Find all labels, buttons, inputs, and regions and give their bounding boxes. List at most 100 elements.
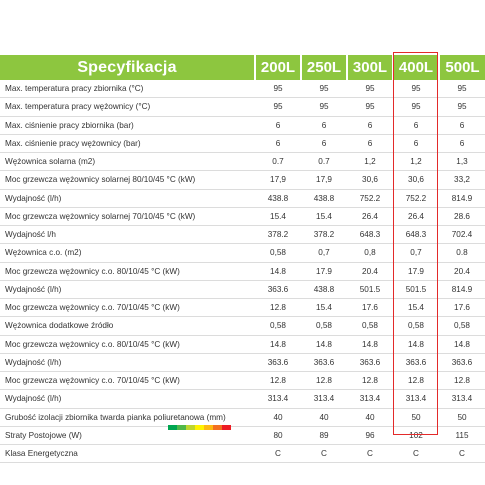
cell-value: 12.8: [439, 371, 485, 391]
cell-value: 313.4: [255, 389, 301, 409]
cell-value: 80: [255, 426, 301, 446]
cell-value: 17.9: [393, 262, 439, 281]
cell-value: 0,58: [255, 316, 301, 336]
cell-value: 14.8: [439, 335, 485, 354]
cell-value: 14.8: [301, 335, 347, 354]
cell-value: C: [393, 444, 439, 464]
row-label: Max. ciśnienie pracy wężownicy (bar): [0, 134, 255, 154]
row-label: Wężownica solarna (m2): [0, 152, 255, 172]
cell-value: 95: [439, 97, 485, 117]
row-label: Moc grzewcza wężownicy c.o. 70/10/45 °C …: [0, 298, 255, 318]
cell-value: 30,6: [393, 170, 439, 190]
cell-value: 40: [301, 408, 347, 427]
cell-value: 12.8: [347, 371, 393, 391]
table-row: Max. temperatura pracy wężownicy (°C) 95 9…: [0, 97, 485, 117]
cell-value: 0,58: [347, 316, 393, 336]
table-header-row: Specyfikacja 200L 250L 300L 400L 500L: [0, 55, 485, 80]
cell-value: 313.4: [301, 389, 347, 409]
cell-value: 1,3: [439, 152, 485, 172]
energy-class-swatch: [195, 425, 204, 430]
cell-value: 20.4: [439, 262, 485, 281]
cell-value: 648.3: [347, 225, 393, 245]
table-row: Straty Postojowe (W) 80 89 96 102 115: [0, 426, 485, 446]
cell-value: 17.6: [347, 298, 393, 318]
cell-value: 95: [439, 80, 485, 99]
cell-value: 752.2: [347, 189, 393, 208]
cell-value: 14.8: [255, 262, 301, 281]
table-row: Wydajność l/h 378.2 378.2 648.3 648.3 702.4: [0, 225, 485, 245]
cell-value: 15.4: [301, 207, 347, 227]
cell-value: 814.9: [439, 189, 485, 208]
cell-value: 15.4: [393, 298, 439, 318]
cell-value: 50: [439, 408, 485, 427]
table-row: Moc grzewcza wężownicy c.o. 70/10/45 °C …: [0, 371, 485, 391]
row-label: Grubość izolacji zbiornika twarda pianka…: [0, 408, 255, 427]
cell-value: 378.2: [301, 225, 347, 245]
energy-class-swatch: [177, 425, 186, 430]
row-label: Wężownica c.o. (m2): [0, 243, 255, 263]
cell-value: 363.6: [393, 353, 439, 373]
cell-value: 313.4: [347, 389, 393, 409]
cell-value: 89: [301, 426, 347, 446]
row-label: Wydajność l/h: [0, 225, 255, 245]
table-row: Wężownica dodatkowe źródło 0,58 0,58 0,58 0,…: [0, 316, 485, 336]
cell-value: 102: [393, 426, 439, 446]
cell-value: 6: [255, 134, 301, 154]
cell-value: 6: [301, 134, 347, 154]
table-row: Moc grzewcza wężownicy c.o. 80/10/45 °C …: [0, 335, 485, 354]
specification-table: Specyfikacja 200L 250L 300L 400L 500L Ma…: [0, 55, 485, 464]
cell-value: 0,8: [347, 243, 393, 263]
cell-value: 0,7: [301, 243, 347, 263]
table-row: Moc grzewcza wężownicy solarnej 70/10/45…: [0, 207, 485, 227]
row-label: Moc grzewcza wężownicy solarnej 80/10/45…: [0, 170, 255, 190]
row-label: Klasa Energetyczna: [0, 444, 255, 464]
cell-value: 96: [347, 426, 393, 446]
cell-value: 115: [439, 426, 485, 446]
row-label: Moc grzewcza wężownicy c.o. 80/10/45 °C …: [0, 335, 255, 354]
cell-value: 26.4: [393, 207, 439, 227]
table-title: Specyfikacja: [0, 55, 255, 80]
cell-value: 363.6: [301, 353, 347, 373]
model-400l-header: 400L: [392, 55, 439, 80]
cell-value: 15.4: [301, 298, 347, 318]
cell-value: 12.8: [255, 298, 301, 318]
table-row: Max. temperatura pracy zbiornika (°C) 95 9…: [0, 80, 485, 99]
cell-value: 0.8: [439, 243, 485, 263]
cell-value: 702.4: [439, 225, 485, 245]
cell-value: 0.7: [301, 152, 347, 172]
cell-value: 95: [347, 97, 393, 117]
cell-value: 313.4: [393, 389, 439, 409]
row-label: Max. temperatura pracy zbiornika (°C): [0, 80, 255, 99]
cell-value: 95: [347, 80, 393, 99]
table-row: Max. ciśnienie pracy zbiornika (bar) 6 6 6 6…: [0, 116, 485, 135]
cell-value: 30,6: [347, 170, 393, 190]
cell-value: 0,58: [439, 316, 485, 336]
row-label: Moc grzewcza wężownicy c.o. 80/10/45 °C …: [0, 262, 255, 281]
cell-value: 0,58: [301, 316, 347, 336]
cell-value: 17.6: [439, 298, 485, 318]
energy-class-swatch: [213, 425, 222, 430]
row-label: Straty Postojowe (W): [0, 426, 255, 446]
cell-value: 15.4: [255, 207, 301, 227]
cell-value: 438.8: [255, 189, 301, 208]
energy-class-swatch: [186, 425, 195, 430]
row-label: Wężownica dodatkowe źródło: [0, 316, 255, 336]
cell-value: 0,7: [393, 243, 439, 263]
row-label: Wydajność (l/h): [0, 280, 255, 300]
row-label: Moc grzewcza wężownicy c.o. 70/10/45 °C …: [0, 371, 255, 391]
cell-value: 6: [347, 134, 393, 154]
cell-value: C: [347, 444, 393, 464]
table-row: Wydajność (l/h) 363.6 438.8 501.5 501.5 814.9: [0, 280, 485, 300]
model-500l-header: 500L: [438, 55, 485, 80]
cell-value: 6: [347, 116, 393, 135]
cell-value: 438.8: [301, 189, 347, 208]
table-row: Wydajność (l/h) 438.8 438.8 752.2 752.2 814.9: [0, 189, 485, 208]
row-label: Wydajność (l/h): [0, 389, 255, 409]
cell-value: 12.8: [301, 371, 347, 391]
cell-value: 17,9: [301, 170, 347, 190]
table-row: Wydajność (l/h) 313.4 313.4 313.4 313.4 313.4: [0, 389, 485, 409]
row-label: Max. ciśnienie pracy zbiornika (bar): [0, 116, 255, 135]
energy-class-swatch: [168, 425, 177, 430]
cell-value: 0,58: [393, 316, 439, 336]
